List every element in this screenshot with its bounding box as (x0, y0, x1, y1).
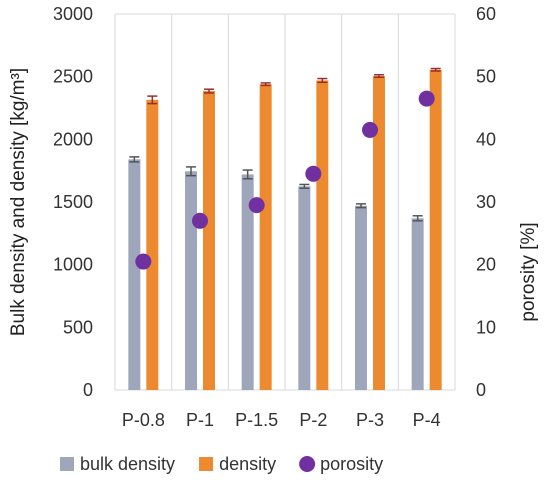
x-tick-label: P-1 (186, 410, 214, 430)
bar-density (373, 76, 385, 390)
y-tick-label: 2500 (53, 67, 93, 87)
legend-swatch (60, 457, 74, 471)
error-bar (430, 67, 441, 72)
porosity-point (305, 165, 322, 182)
bar-density (203, 91, 215, 390)
bar-density (429, 69, 442, 391)
legend: bulk density density porosity (60, 454, 383, 474)
y2-axis-title: porosity [%] (518, 222, 539, 321)
porosity-points (135, 90, 435, 270)
error-bar (299, 183, 310, 189)
x-tick-label: P-0.8 (122, 410, 165, 430)
bars (128, 67, 442, 391)
bar-bulk-density (185, 171, 197, 390)
error-bar (242, 169, 253, 180)
y-axis-title: Bulk density and density [kg/m³] (8, 68, 29, 336)
error-bar (412, 215, 423, 222)
error-bar (129, 156, 140, 163)
legend-label: density (219, 454, 276, 474)
x-tick-label: P-4 (413, 410, 441, 430)
porosity-point (362, 121, 378, 138)
y-tick-label: 1000 (53, 255, 93, 275)
bar-bulk-density (298, 186, 311, 390)
y2-tick-label: 10 (476, 317, 496, 337)
gridlines (114, 13, 456, 391)
y2-tick-label: 20 (476, 255, 496, 275)
y-tick-label: 1500 (53, 192, 93, 212)
legend-swatch (199, 457, 214, 471)
porosity-point (418, 90, 435, 107)
y-tick-label: 500 (63, 317, 93, 337)
error-bar (317, 77, 328, 84)
error-bar (147, 95, 158, 105)
y-tick-label: 2000 (53, 129, 93, 149)
error-bar (356, 203, 366, 209)
y2-tick-label: 50 (476, 67, 496, 87)
bar-bulk-density (128, 159, 141, 390)
legend-label: porosity (320, 454, 383, 474)
bar-density (259, 84, 272, 390)
y-tick-label: 0 (83, 380, 93, 400)
legend-marker (299, 456, 316, 472)
left-axis-ticks: 0 500 1000 1500 2000 2500 3000 (53, 4, 93, 400)
error-bar (204, 88, 214, 94)
x-axis-ticks: P-0.8 P-1 P-1.5 P-2 P-3 P-4 (122, 410, 441, 430)
x-tick-label: P-3 (356, 410, 384, 430)
y-tick-label: 3000 (53, 4, 93, 24)
legend-label: bulk density (80, 454, 175, 474)
bar-density (316, 80, 329, 390)
right-axis-ticks: 0 10 20 30 40 50 60 (476, 4, 496, 400)
porosity-point (248, 197, 265, 214)
error-bar (374, 74, 384, 79)
y2-tick-label: 30 (476, 192, 496, 212)
bar-bulk-density (411, 218, 424, 390)
porosity-point (192, 212, 208, 229)
bar-bulk-density (355, 205, 367, 390)
error-bar (260, 82, 271, 87)
porosity-point (135, 253, 152, 270)
x-tick-label: P-1.5 (235, 410, 278, 430)
y2-tick-label: 0 (476, 380, 486, 400)
y2-tick-label: 40 (476, 129, 496, 149)
y2-tick-label: 60 (476, 4, 496, 24)
error-bar (186, 166, 196, 177)
bar-bulk-density (241, 174, 254, 390)
x-tick-label: P-2 (299, 410, 327, 430)
bar-density (146, 99, 159, 390)
